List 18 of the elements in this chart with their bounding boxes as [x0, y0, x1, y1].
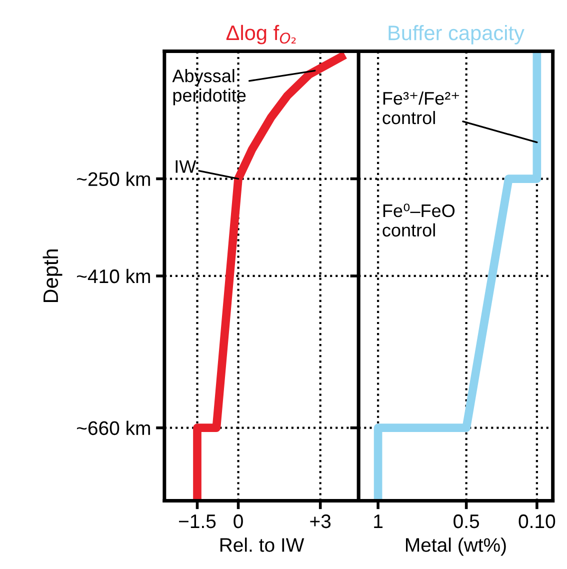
chart-title: Δlog f$_{O₂}$: [226, 24, 296, 44]
x-tick-label: +3: [310, 514, 331, 528]
x-tick-label: 0.10: [518, 514, 556, 528]
y-axis-title: Depth: [42, 250, 62, 302]
x-axis-title: Rel. to IW: [220, 538, 304, 552]
x-tick-label: −1.5: [179, 514, 216, 528]
x-tick-label: 0: [234, 514, 243, 528]
annotation: IW: [176, 160, 196, 173]
annotation: Abyssal peridotite: [172, 69, 246, 106]
x-axis-title: Metal (wt%): [406, 538, 506, 556]
y-tick-label: ~250 km: [76, 172, 150, 186]
annotation: Fe⁰–FeO control: [382, 204, 455, 237]
y-tick-label: ~410 km: [76, 268, 150, 284]
annotation: Fe³⁺/Fe²⁺ control: [382, 92, 459, 124]
x-tick-label: 0.5: [454, 514, 480, 528]
y-tick-label: ~660 km: [76, 420, 150, 436]
x-tick-label: 1: [374, 514, 383, 528]
chart-title: Buffer capacity: [388, 25, 524, 44]
